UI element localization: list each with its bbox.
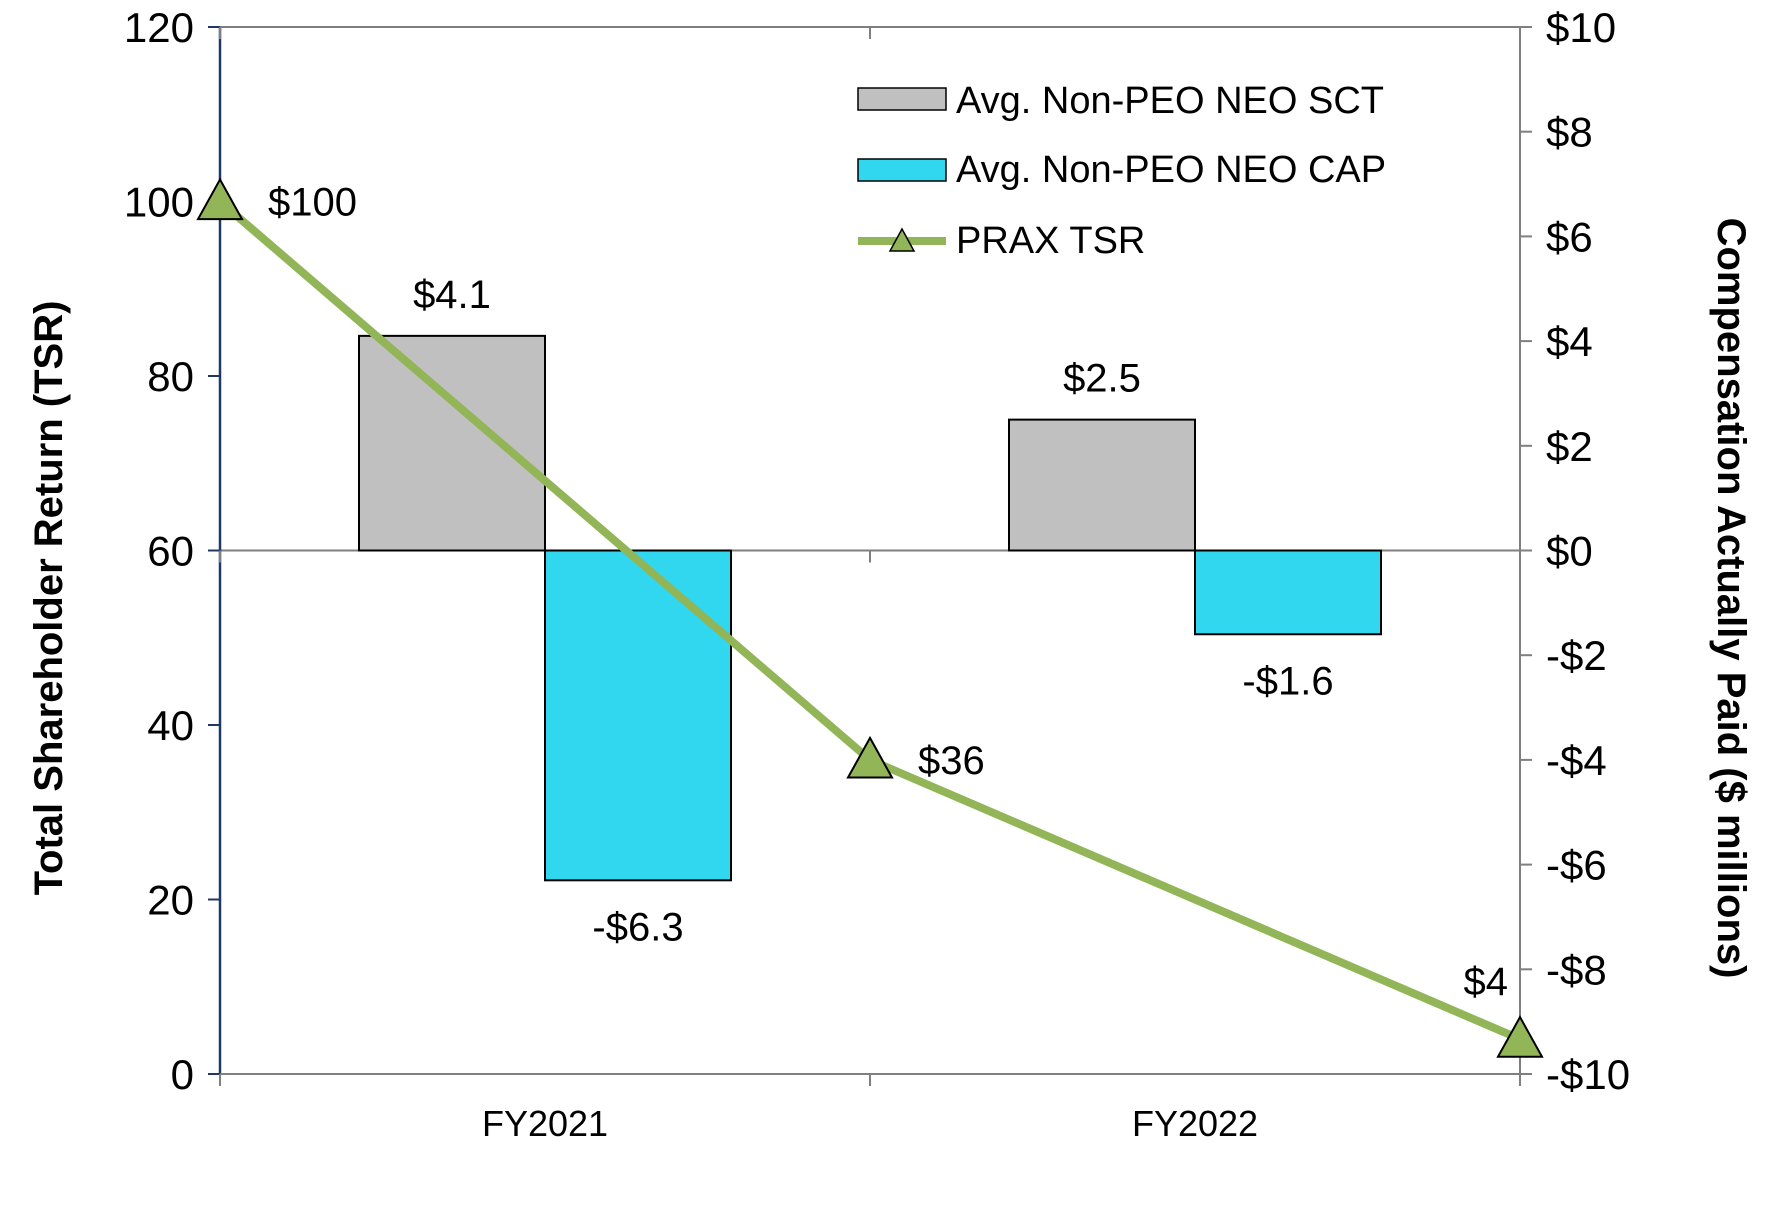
left-tick-label: 0 <box>171 1051 194 1098</box>
bars-layer <box>358 334 1382 882</box>
tsr-marker-2 <box>1496 1015 1544 1058</box>
left-tick-label: 60 <box>147 528 194 575</box>
labels-layer: $4.1 $2.5 -$6.3 -$1.6 $100 $36 $4 <box>268 181 1508 1005</box>
right-axis-title: Compensation Actually Paid ($ millions) <box>1709 218 1753 979</box>
category-label-fy2022: FY2022 <box>1132 1103 1258 1144</box>
legend: Avg. Non-PEO NEO SCT Avg. Non-PEO NEO CA… <box>857 80 1386 262</box>
right-tick-label: -$6 <box>1546 842 1607 889</box>
tsr-data-label-1: $36 <box>918 739 985 783</box>
category-label-fy2021: FY2021 <box>482 1103 608 1144</box>
right-tick-label: -$4 <box>1546 737 1607 784</box>
left-tick-label: 40 <box>147 702 194 749</box>
right-tick-label: $10 <box>1546 4 1616 51</box>
bar-sct-fy2022 <box>1008 418 1196 552</box>
data-label-cap-fy2021: -$6.3 <box>592 905 683 949</box>
tsr-marker-1 <box>846 735 894 779</box>
bar-cap-fy2021 <box>544 549 732 882</box>
right-tick-label: $0 <box>1546 528 1593 575</box>
legend-label-cap: Avg. Non-PEO NEO CAP <box>956 149 1386 191</box>
right-tick-label: $2 <box>1546 423 1593 470</box>
tsr-data-label-0: $100 <box>268 181 357 225</box>
legend-label-sct: Avg. Non-PEO NEO SCT <box>956 80 1384 122</box>
right-tick-label: $6 <box>1546 213 1593 260</box>
left-tick-label: 80 <box>147 353 194 400</box>
left-tick-label: 120 <box>124 4 194 51</box>
right-tick-label: -$8 <box>1546 946 1607 993</box>
right-tick-label: $8 <box>1546 109 1593 156</box>
data-label-sct-fy2021: $4.1 <box>413 273 491 317</box>
right-tick-label: $4 <box>1546 318 1593 365</box>
axes-layer: 0 20 40 60 80 100 120 -$10 -$8 -$6 -$4 -$2 $0 $2 $4 $6 $… <box>124 4 1630 1144</box>
left-tick-label: 20 <box>147 877 194 924</box>
bar-sct-fy2021 <box>358 334 546 552</box>
left-axis-title: Total Shareholder Return (TSR) <box>27 301 71 896</box>
right-tick-label: -$2 <box>1546 632 1607 679</box>
right-tick-label: -$10 <box>1546 1051 1630 1098</box>
legend-marker-tsr <box>888 227 916 252</box>
tsr-marker-0 <box>196 177 244 221</box>
left-tick-label: 100 <box>124 179 194 226</box>
legend-swatch-cap <box>857 158 947 182</box>
data-label-cap-fy2022: -$1.6 <box>1242 659 1333 703</box>
data-label-sct-fy2022: $2.5 <box>1063 357 1141 401</box>
tsr-data-label-2: $4 <box>1464 960 1509 1004</box>
bar-cap-fy2022 <box>1194 549 1382 636</box>
legend-swatch-sct <box>857 87 947 111</box>
line-layer <box>196 177 1544 1058</box>
legend-label-tsr: PRAX TSR <box>956 220 1145 262</box>
